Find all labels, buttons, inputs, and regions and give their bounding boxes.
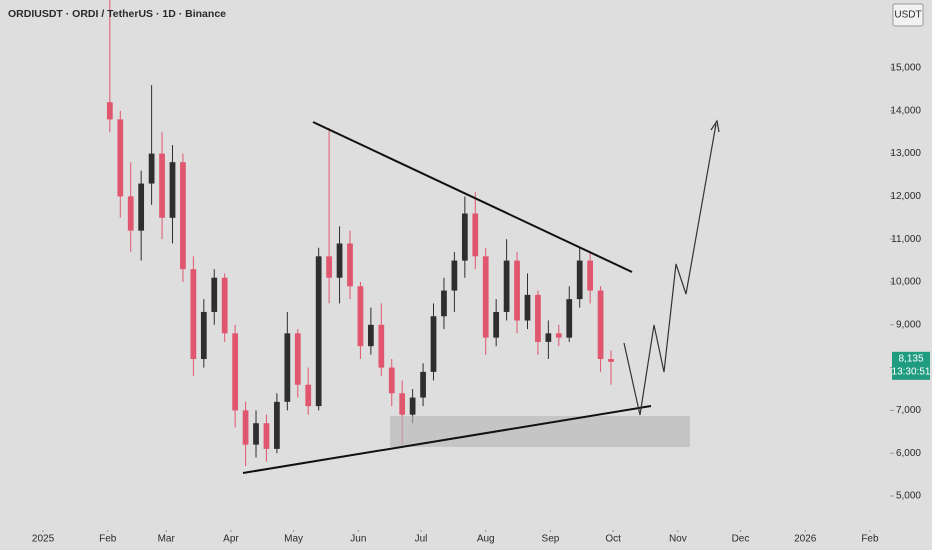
candle-body	[284, 333, 291, 402]
candle-body	[503, 260, 510, 312]
y-tick-label: 10,000	[890, 277, 921, 288]
candle-body	[263, 423, 270, 449]
candle-body	[430, 316, 437, 372]
x-tick-label: Jul	[415, 534, 428, 545]
candle-body	[294, 333, 301, 385]
candle-body	[274, 401, 280, 449]
y-tick-label: 5,000	[896, 491, 921, 502]
candle-body	[347, 243, 353, 287]
countdown-label: 13:30:51	[892, 366, 931, 377]
candle-body	[524, 294, 531, 321]
chart-title: ORDIUSDT · ORDI / TetherUS · 1D · Binanc…	[8, 8, 226, 20]
candle-body	[305, 384, 312, 407]
candle-body	[357, 286, 364, 347]
y-tick-label: 13,000	[890, 148, 921, 159]
candle-body	[117, 119, 124, 197]
x-tick-label: May	[284, 534, 303, 545]
candle-body	[180, 162, 186, 270]
candle-body	[253, 423, 259, 445]
candle-body	[211, 277, 218, 312]
candle-body	[388, 367, 395, 394]
candle-body	[451, 260, 458, 291]
candle-body	[190, 269, 197, 360]
candle-body	[545, 333, 552, 342]
candle-body	[200, 311, 207, 360]
candle-body	[221, 277, 228, 334]
x-tick-label: 2025	[32, 534, 55, 545]
candle-body	[326, 256, 332, 278]
candle-body	[399, 393, 406, 415]
x-tick-label: Feb	[861, 534, 879, 545]
candle-body	[409, 397, 416, 415]
candle-body	[127, 196, 134, 231]
x-tick-label: Apr	[223, 534, 239, 545]
plot	[106, 0, 614, 467]
currency-label[interactable]: USDT	[894, 10, 921, 21]
x-tick-label: Sep	[542, 534, 560, 545]
candle-body	[472, 213, 479, 257]
candle-body	[441, 290, 447, 317]
candle-body	[242, 410, 249, 445]
projection-path	[623, 123, 717, 416]
y-tick-label: 7,000	[896, 405, 921, 416]
last-price-box	[892, 351, 930, 380]
candle-body	[420, 371, 426, 398]
candle-body	[378, 324, 385, 368]
y-tick-label: 15,000	[890, 63, 921, 74]
candle-body	[576, 260, 583, 300]
projection-arrowhead	[710, 119, 720, 133]
candle-body	[159, 153, 165, 218]
candle-body	[514, 260, 520, 321]
y-tick-label: 12,000	[890, 191, 921, 202]
candle-body	[482, 256, 489, 338]
candle-body	[315, 256, 322, 407]
x-tick-label: Jun	[350, 534, 366, 545]
y-tick-label: 14,000	[890, 105, 921, 116]
candle-body	[493, 311, 500, 338]
candle-body	[232, 333, 239, 411]
candle-body	[608, 359, 614, 362]
x-tick-label: Nov	[669, 534, 687, 545]
candle-body	[169, 162, 176, 218]
x-tick-label: Dec	[732, 534, 750, 545]
candle-body	[336, 243, 343, 278]
last-price-label: 8,135	[898, 353, 923, 364]
candle-body	[106, 102, 113, 120]
x-tick-label: Mar	[158, 534, 176, 545]
y-tick-label: 6,000	[896, 448, 921, 459]
candle-body	[597, 290, 604, 360]
candle-body	[367, 324, 374, 347]
candle-body	[138, 183, 145, 231]
x-tick-label: 2026	[794, 534, 817, 545]
support-trendline	[242, 405, 652, 474]
x-tick-label: Aug	[477, 534, 495, 545]
currency-box[interactable]	[892, 3, 924, 27]
candle-body	[555, 333, 562, 338]
y-tick-label: 9,000	[896, 319, 921, 330]
x-tick-label: Oct	[605, 534, 621, 545]
candle-body	[566, 299, 573, 338]
candle-body	[587, 260, 594, 291]
support-zone	[390, 416, 690, 447]
candle-body	[535, 294, 541, 342]
resistance-trendline	[312, 121, 633, 273]
x-tick-label: Feb	[99, 534, 117, 545]
candle-body	[461, 213, 468, 261]
candle-body	[148, 153, 155, 184]
y-tick-label: 11,000	[891, 234, 921, 245]
